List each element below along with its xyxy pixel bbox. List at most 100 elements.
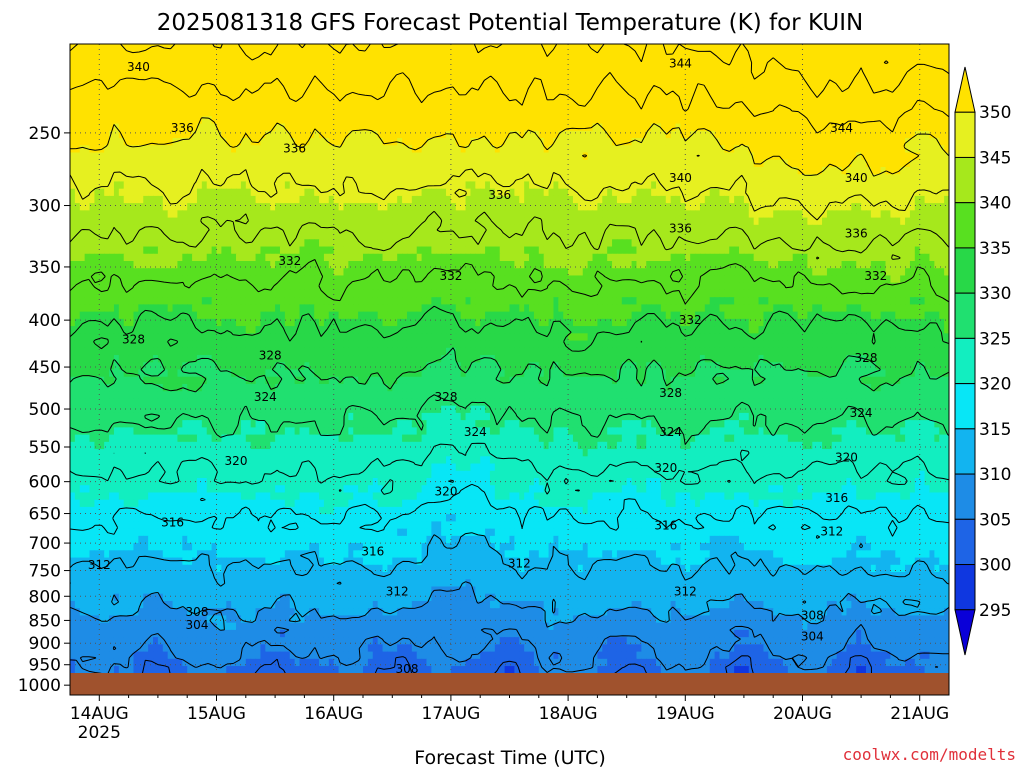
heat-cell	[446, 102, 451, 110]
heat-cell	[739, 73, 744, 81]
heat-cell	[470, 73, 475, 81]
heat-cell	[886, 181, 891, 189]
heat-cell	[241, 73, 246, 81]
heat-cell	[383, 167, 388, 175]
heat-cell	[270, 218, 275, 226]
heat-cell	[505, 210, 510, 218]
heat-cell	[148, 109, 153, 117]
heat-cell	[461, 124, 466, 132]
heat-cell	[319, 73, 324, 81]
heat-cell	[607, 95, 612, 103]
heat-cell	[153, 131, 158, 139]
heat-cell	[505, 124, 510, 132]
heat-cell	[451, 102, 456, 110]
heat-cell	[368, 109, 373, 117]
heat-cell	[612, 232, 617, 240]
heat-cell	[426, 181, 431, 189]
heat-cell	[529, 109, 534, 117]
heat-cell	[534, 95, 539, 103]
heat-cell	[275, 87, 280, 95]
heat-cell	[553, 174, 558, 182]
heat-cell	[583, 167, 588, 175]
heat-cell	[558, 145, 563, 153]
heat-cell	[436, 124, 441, 132]
heat-cell	[309, 225, 314, 233]
heat-cell	[256, 153, 261, 161]
heat-cell	[656, 73, 661, 81]
heat-cell	[495, 153, 500, 161]
heat-cell	[334, 87, 339, 95]
heat-cell	[695, 73, 700, 81]
heat-cell	[99, 218, 104, 226]
heat-cell	[925, 66, 930, 74]
heat-cell	[124, 196, 129, 204]
heat-cell	[549, 102, 554, 110]
heat-cell	[80, 203, 85, 211]
heat-cell	[651, 218, 656, 226]
heat-cell	[436, 116, 441, 124]
heat-cell	[553, 80, 558, 88]
heat-cell	[173, 189, 178, 197]
heat-cell	[241, 116, 246, 124]
heat-cell	[929, 174, 934, 182]
heat-cell	[138, 160, 143, 168]
heat-cell	[168, 174, 173, 182]
heat-cell	[348, 218, 353, 226]
heat-cell	[939, 153, 944, 161]
heat-cell	[158, 66, 163, 74]
heat-cell	[348, 80, 353, 88]
heat-cell	[358, 218, 363, 226]
heat-cell	[900, 51, 905, 59]
heat-cell	[895, 218, 900, 226]
heat-cell	[158, 174, 163, 182]
heat-cell	[734, 109, 739, 117]
heat-cell	[417, 210, 422, 218]
heat-cell	[431, 160, 436, 168]
heat-cell	[783, 58, 788, 66]
heat-cell	[729, 160, 734, 168]
heat-cell	[260, 203, 265, 211]
heat-cell	[803, 66, 808, 74]
heat-cell	[300, 109, 305, 117]
heat-cell	[397, 95, 402, 103]
heat-cell	[119, 196, 124, 204]
heat-cell	[920, 203, 925, 211]
heat-cell	[539, 196, 544, 204]
heat-cell	[929, 218, 934, 226]
heat-cell	[353, 196, 358, 204]
heat-cell	[339, 239, 344, 247]
heat-cell	[759, 109, 764, 117]
heat-cell	[329, 160, 334, 168]
heat-cell	[754, 225, 759, 233]
heat-cell	[588, 109, 593, 117]
heat-cell	[451, 153, 456, 161]
heat-cell	[324, 95, 329, 103]
heat-cell	[378, 167, 383, 175]
heat-cell	[871, 44, 876, 52]
heat-cell	[412, 116, 417, 124]
heat-cell	[304, 203, 309, 211]
heat-cell	[510, 145, 515, 153]
heat-cell	[148, 218, 153, 226]
heat-cell	[773, 225, 778, 233]
heat-cell	[578, 218, 583, 226]
heat-cell	[895, 160, 900, 168]
heat-cell	[715, 189, 720, 197]
heat-cell	[788, 232, 793, 240]
heat-cell	[856, 131, 861, 139]
heat-cell	[422, 73, 427, 81]
heat-cell	[588, 174, 593, 182]
heat-cell	[363, 131, 368, 139]
heat-cell	[558, 153, 563, 161]
heat-cell	[334, 153, 339, 161]
heat-cell	[319, 87, 324, 95]
heat-cell	[153, 196, 158, 204]
heat-cell	[676, 203, 681, 211]
heat-cell	[900, 95, 905, 103]
heat-cell	[324, 124, 329, 132]
heat-cell	[651, 80, 656, 88]
heat-cell	[422, 232, 427, 240]
heat-cell	[80, 66, 85, 74]
heat-cell	[900, 124, 905, 132]
heat-cell	[202, 44, 207, 52]
